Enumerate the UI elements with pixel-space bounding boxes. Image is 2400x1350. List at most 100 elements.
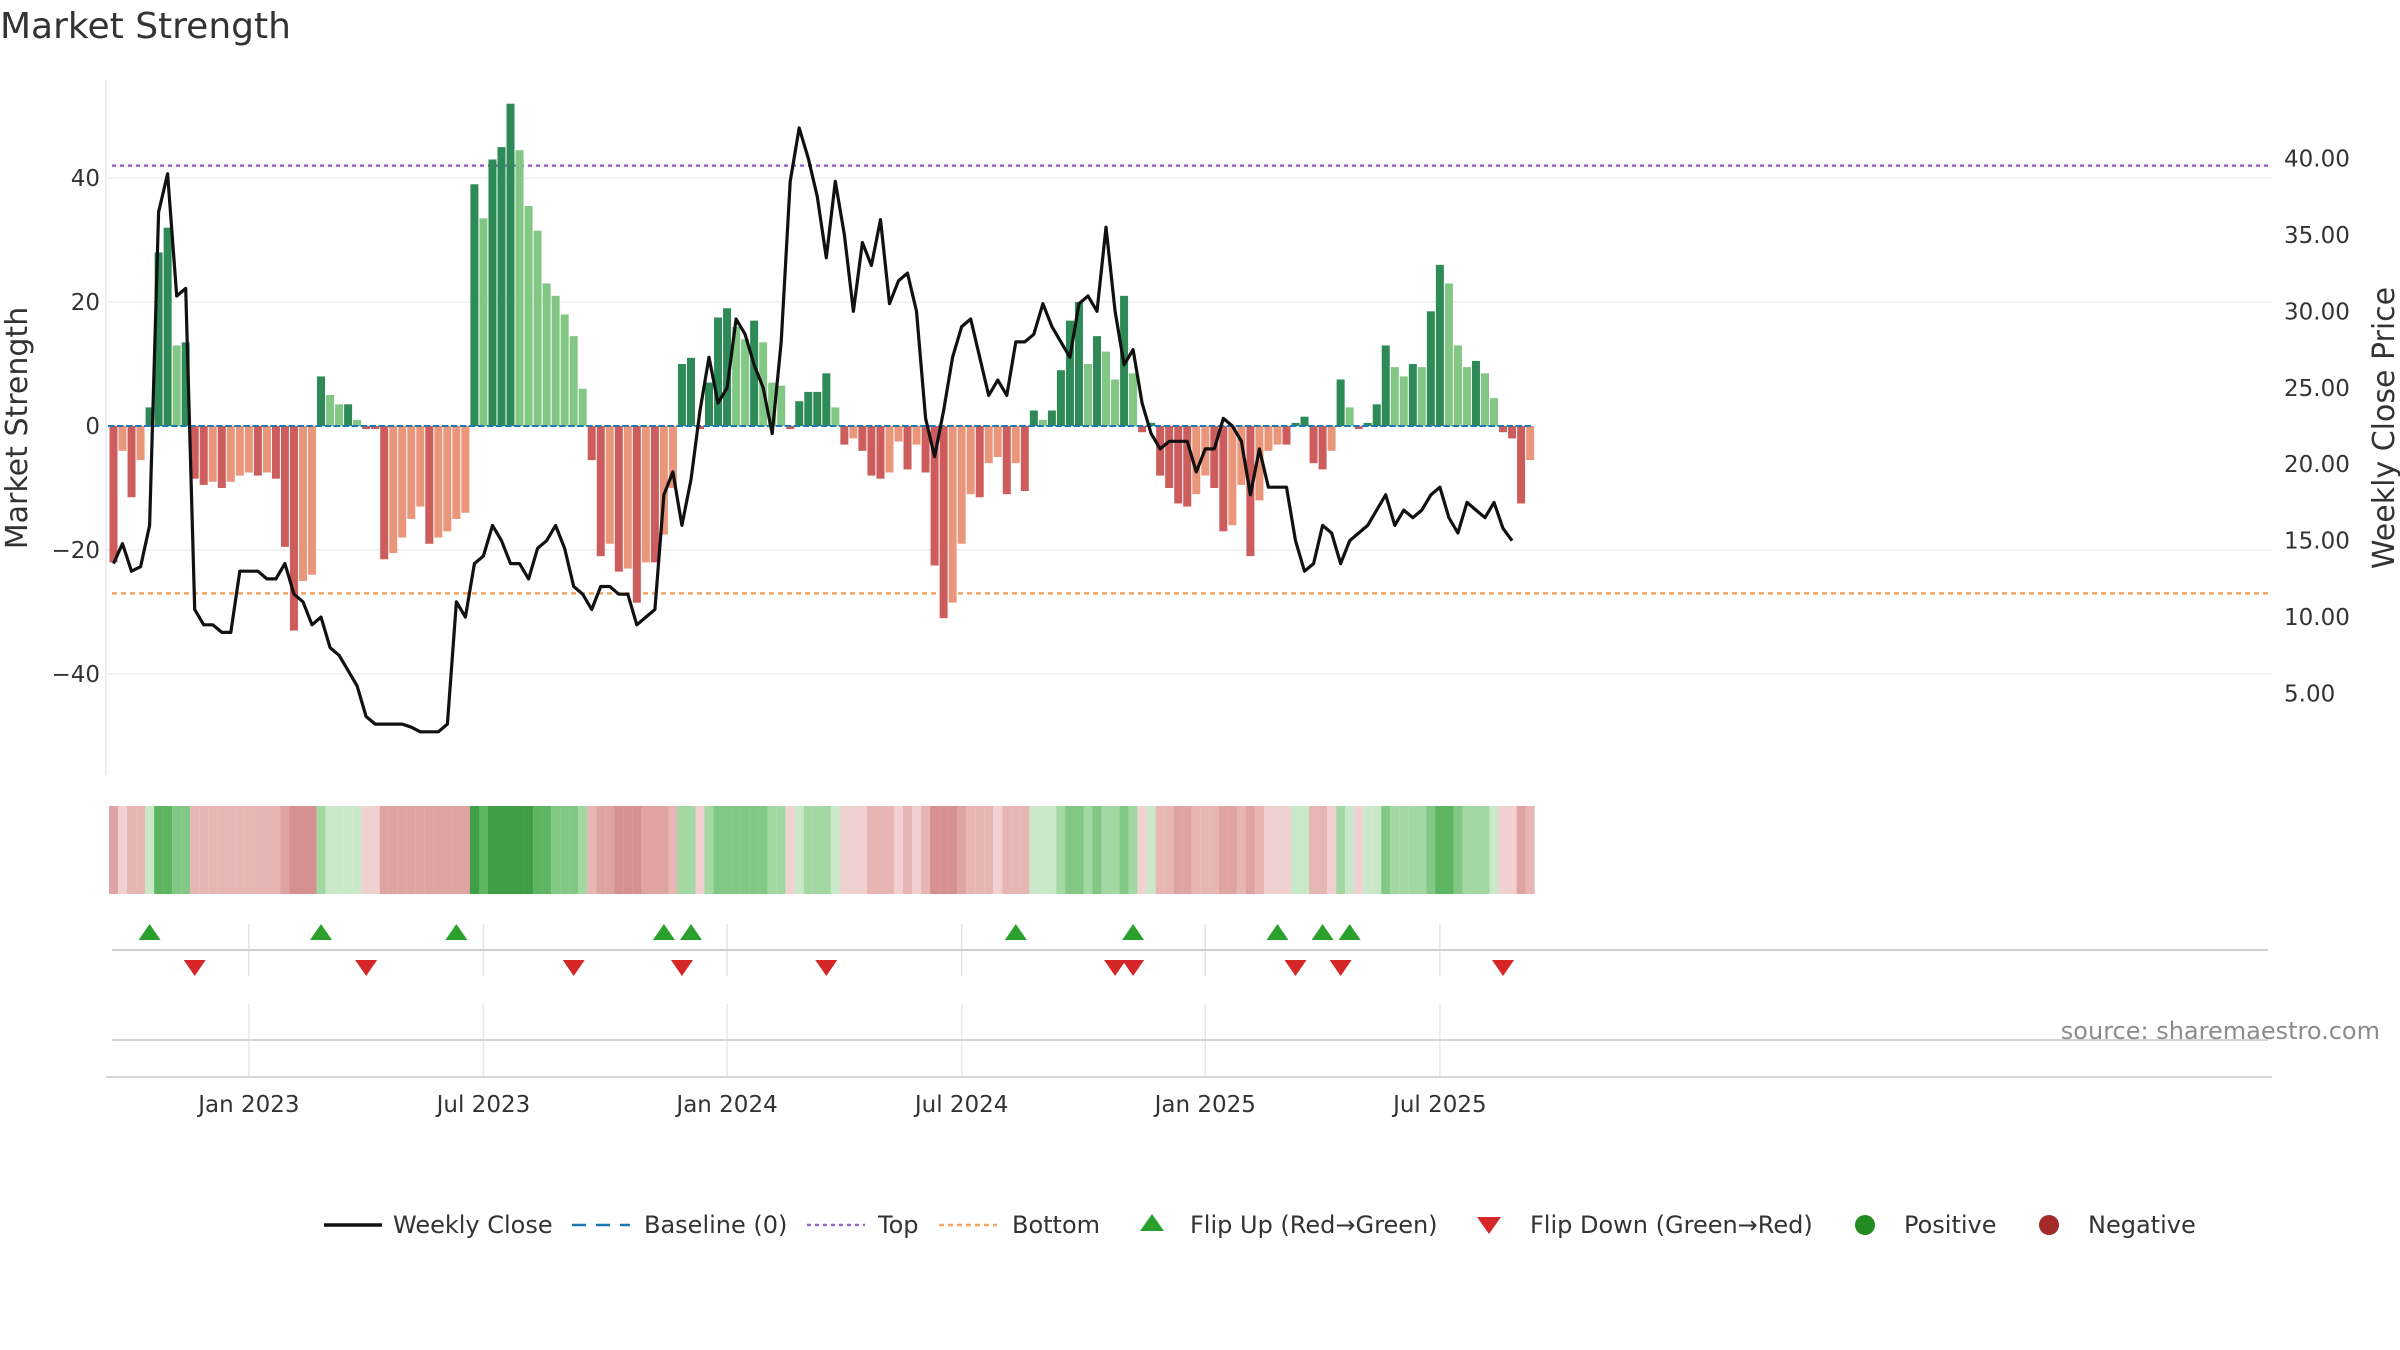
flip-down-marker — [1284, 960, 1307, 976]
regime-cell — [108, 806, 119, 894]
strength-bar — [163, 227, 172, 426]
strength-bar — [542, 283, 551, 426]
weekly-close-line — [112, 126, 1514, 734]
strength-bar — [1399, 376, 1408, 426]
regime-cell — [893, 806, 904, 894]
regime-cell — [1471, 806, 1481, 894]
regime-cell — [749, 806, 759, 894]
regime-cell — [496, 806, 507, 894]
strength-bar — [335, 404, 344, 426]
regime-cell — [1516, 806, 1526, 894]
strength-bar — [181, 342, 190, 426]
strength-bar — [632, 426, 641, 603]
strength-bar — [551, 295, 560, 426]
regime-cell — [1489, 806, 1499, 894]
strength-bar — [867, 426, 876, 476]
regime-cell — [1101, 806, 1111, 894]
regime-cell — [1110, 806, 1120, 894]
strength-bar — [912, 426, 921, 445]
regime-cell — [1065, 806, 1075, 894]
regime-cell — [587, 806, 597, 894]
regime-cell — [1029, 806, 1039, 894]
regime-cell — [695, 806, 705, 894]
strength-bar — [1471, 360, 1480, 426]
strength-bar — [1517, 426, 1526, 504]
regime-cell — [948, 806, 958, 894]
legend: Weekly Close Baseline (0) Top Bottom Flip Up… — [324, 1211, 2196, 1239]
strength-bar — [308, 426, 317, 575]
flip-up-marker — [1338, 924, 1361, 940]
strength-bar — [434, 426, 443, 538]
strength-bar — [1327, 426, 1336, 451]
regime-cell — [253, 806, 263, 894]
regime-cell — [614, 806, 624, 894]
left-tick-0: 40 — [71, 166, 100, 192]
regime-cell — [334, 806, 344, 894]
strength-bar — [560, 314, 569, 426]
regime-cell — [930, 806, 940, 894]
strength-bar — [587, 426, 596, 461]
regime-cell — [560, 806, 570, 894]
regime-cell — [181, 806, 191, 894]
regime-cell — [343, 806, 353, 894]
regime-cell — [939, 806, 949, 894]
strength-bar — [1174, 426, 1183, 504]
strength-bar — [262, 426, 271, 473]
strength-bar — [1237, 426, 1246, 485]
regime-cell — [821, 806, 831, 894]
strength-bar — [732, 326, 741, 426]
regime-cell — [812, 806, 822, 894]
regime-cell — [424, 806, 434, 894]
regime-cell — [1119, 806, 1129, 894]
strength-bar — [389, 426, 398, 554]
strength-bar — [226, 426, 235, 482]
regime-cell — [1498, 806, 1508, 894]
regime-cell — [262, 806, 272, 894]
strength-bar — [1273, 426, 1282, 445]
legend-label-down: Flip Down (Green→Red) — [1530, 1211, 1813, 1239]
source-credit: source: sharemaestro.com — [2061, 1017, 2380, 1045]
strength-bar — [596, 426, 605, 557]
regime-cell — [1254, 806, 1265, 894]
regime-cell — [1480, 806, 1490, 894]
regime-cell — [1525, 806, 1535, 894]
regime-cell — [866, 806, 877, 894]
strength-bar — [957, 426, 966, 544]
strength-bar — [488, 159, 497, 426]
strength-bar — [1038, 419, 1047, 426]
regime-cell — [478, 806, 489, 894]
regime-cell — [352, 806, 362, 894]
left-tick-4: −40 — [51, 662, 100, 688]
regime-cell — [903, 806, 913, 894]
strength-bar — [425, 426, 434, 544]
strength-bar — [813, 391, 822, 426]
strength-bar — [1264, 426, 1273, 451]
strength-bar — [118, 426, 127, 451]
strength-bar — [1138, 426, 1147, 433]
regime-cell — [884, 806, 895, 894]
strength-bar — [984, 426, 993, 464]
regime-cell — [1354, 806, 1364, 894]
regime-cell — [641, 806, 651, 894]
regime-cell — [379, 806, 389, 894]
flip-down-marker — [1122, 960, 1145, 976]
regime-cell — [244, 806, 254, 894]
regime-cell — [118, 806, 128, 894]
strength-bar — [1056, 370, 1065, 426]
regime-cell — [1137, 806, 1147, 894]
strength-bar — [470, 184, 479, 426]
strength-bar — [253, 426, 262, 476]
strength-bar — [1002, 426, 1011, 495]
strength-bar — [804, 391, 813, 426]
strength-bar — [894, 426, 903, 442]
regime-cell — [524, 806, 534, 894]
strength-bar — [578, 388, 587, 426]
strength-bar — [371, 426, 380, 430]
right-tick-5: 15.00 — [2284, 529, 2350, 555]
strength-bar — [344, 404, 353, 426]
regime-cell — [1164, 806, 1174, 894]
strength-bar — [849, 426, 858, 439]
strength-bars — [109, 103, 1535, 631]
strength-bar — [1408, 364, 1417, 426]
